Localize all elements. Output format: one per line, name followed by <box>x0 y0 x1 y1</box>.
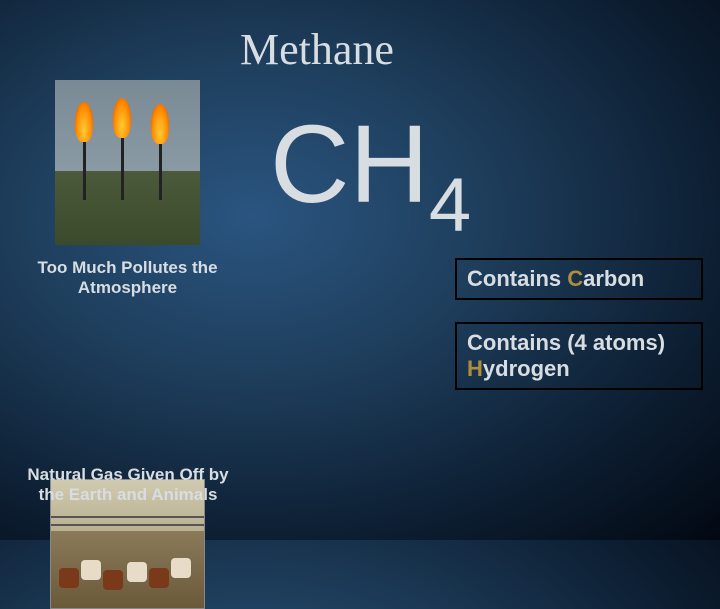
box2-highlight: H <box>467 356 483 381</box>
flare-image <box>55 80 200 245</box>
info-box-carbon: Contains Carbon <box>455 258 703 300</box>
box2-line1: Contains (4 atoms) <box>467 330 691 356</box>
chemical-formula: CH 4 <box>270 110 471 220</box>
formula-main: CH <box>270 110 429 220</box>
box2-suffix: ydrogen <box>483 356 570 381</box>
caption-pollutes: Too Much Pollutes the Atmosphere <box>20 258 235 298</box>
box1-highlight: C <box>567 266 583 291</box>
formula-subscript: 4 <box>429 168 471 244</box>
slide-title: Methane <box>240 24 394 75</box>
caption-natural-gas: Natural Gas Given Off by the Earth and A… <box>24 465 232 505</box>
box1-suffix: arbon <box>583 266 644 291</box>
info-box-hydrogen: Contains (4 atoms) Hydrogen <box>455 322 703 390</box>
box1-prefix: Contains <box>467 266 567 291</box>
